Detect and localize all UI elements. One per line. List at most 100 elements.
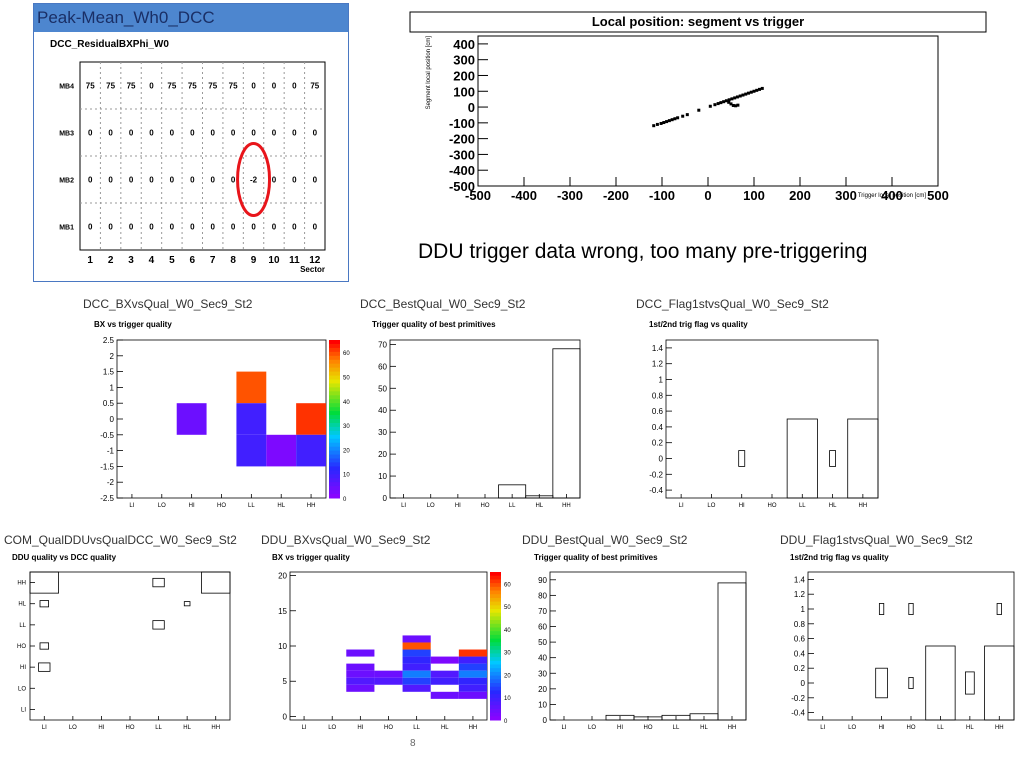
p0-palette-label: 50: [343, 375, 350, 381]
p4-palette-label: 10: [504, 696, 511, 702]
p1-ytick-label: 0: [383, 494, 388, 503]
lp-xtick-label: -500: [465, 188, 491, 203]
p4-palette-label: 0: [504, 719, 508, 725]
p0-palette-seg: [329, 434, 340, 440]
peak-cell-value: 75: [127, 82, 136, 91]
lp-point: [760, 86, 764, 90]
p3-ytick-label: LO: [18, 686, 26, 692]
lp-ytick-label: -300: [449, 147, 475, 162]
lp-xtick-label: -300: [557, 188, 583, 203]
p2-ytick-label: 0.2: [652, 439, 664, 448]
p3-ytick-label: HI: [20, 665, 26, 671]
lp-point: [662, 121, 666, 125]
peak-cell-value: 0: [149, 176, 154, 185]
p1-ytick-label: 40: [378, 406, 387, 415]
p0-cell: [176, 403, 207, 435]
p4-xtick-label: LL: [413, 725, 420, 731]
p4-cell: [430, 677, 459, 685]
p4-palette-seg: [490, 620, 501, 625]
p4-cell: [430, 691, 459, 699]
peak-cell-value: 0: [272, 82, 277, 91]
p4-palette-seg: [490, 697, 501, 702]
peak-cell-value: 75: [167, 82, 176, 91]
p3-box: [152, 620, 165, 630]
p4-cell: [402, 684, 431, 692]
lp-title: Local position: segment vs trigger: [592, 14, 804, 29]
panel-title-dcc-best: DCC_BestQual_W0_Sec9_St2: [360, 297, 526, 311]
p0-palette-seg: [329, 419, 340, 424]
p0-palette-seg: [329, 407, 340, 412]
p2-box: [829, 450, 837, 467]
p6-ytick-label: -0.2: [791, 694, 805, 703]
p3-ytick-label: HO: [17, 644, 26, 650]
p4-palette-seg: [490, 627, 501, 632]
peak-cell-value: 0: [88, 223, 93, 232]
p2-ytick-label: 1: [659, 376, 664, 385]
peak-cell-value: 0: [272, 129, 277, 138]
p0-xtick-label: HL: [277, 503, 285, 509]
p2-ytick-label: 1.4: [652, 344, 664, 353]
p0-cell: [296, 434, 326, 467]
p0-ytick-label: -0.5: [100, 431, 114, 440]
p2-xtick-label: LO: [707, 503, 715, 509]
p5-xtick-label: HO: [644, 725, 653, 731]
p0-palette-label: 60: [343, 351, 350, 357]
p0-ytick-label: -2.5: [100, 494, 114, 503]
p5-ytick-label: 60: [538, 623, 547, 632]
p4-cell: [458, 649, 487, 657]
panel-sub-ddu-flag: 1st/2nd trig flag vs quality: [790, 553, 889, 562]
lp-ytick-label: -200: [449, 132, 475, 147]
peak-sector-label: 5: [169, 255, 175, 266]
lp-point: [731, 103, 735, 107]
p0-palette-seg: [329, 470, 340, 475]
peak-row-label: MB4: [59, 84, 74, 91]
p0-ytick-label: 1: [110, 383, 115, 392]
p6-ytick-label: 0.2: [794, 664, 806, 673]
p5-ytick-label: 10: [538, 700, 547, 709]
p6-xtick-label: LL: [937, 725, 944, 731]
p0-palette-seg: [329, 383, 340, 388]
p4-palette-seg: [490, 712, 501, 717]
p0-palette-seg: [329, 340, 340, 345]
lp-ytick-label: 200: [453, 68, 475, 83]
p2-xtick-label: HI: [739, 503, 745, 509]
p3-xtick-label: LL: [155, 725, 162, 731]
p0-palette-seg: [329, 359, 340, 365]
p5-ytick-label: 80: [538, 591, 547, 600]
p0-ytick-label: -1: [107, 447, 115, 456]
lp-point: [727, 100, 731, 104]
p0-xtick-label: LI: [129, 503, 134, 509]
lp-point: [655, 122, 659, 126]
peak-cell-value: 0: [129, 129, 134, 138]
peak-sector-label: 6: [190, 255, 196, 266]
p1-ytick-label: 30: [378, 428, 387, 437]
p0-ytick-label: 2.5: [103, 336, 115, 345]
peak-cell-value: 0: [231, 176, 236, 185]
p4-palette-seg: [490, 579, 501, 584]
p0-xtick-label: HO: [217, 503, 226, 509]
p0-cell: [296, 403, 326, 435]
highlight-circle: [236, 142, 272, 217]
peak-cell-value: 0: [149, 223, 154, 232]
p0-ytick-label: 0.5: [103, 399, 115, 408]
p5-xtick-label: LL: [673, 725, 680, 731]
peak-cell-value: 0: [272, 176, 277, 185]
p1-ytick-label: 50: [378, 384, 387, 393]
peak-cell-value: 0: [108, 223, 113, 232]
p0-palette-label: 20: [343, 448, 350, 454]
p4-palette-seg: [490, 583, 501, 588]
p0-palette-seg: [329, 482, 340, 487]
p0-palette-seg: [329, 442, 340, 448]
p0-palette-seg: [329, 371, 340, 377]
p4-palette-seg: [490, 690, 501, 695]
p2-ytick-label: -0.4: [649, 486, 663, 495]
p4-cell: [402, 670, 431, 678]
p1-xtick-label: HI: [455, 503, 461, 509]
p0-ytick-label: 1.5: [103, 368, 115, 377]
p2-box: [738, 450, 746, 467]
p0-palette-seg: [329, 446, 340, 452]
p4-cell: [458, 663, 487, 671]
lp-point: [681, 114, 685, 118]
p0-palette-seg: [329, 458, 340, 463]
p4-palette-seg: [490, 616, 501, 621]
